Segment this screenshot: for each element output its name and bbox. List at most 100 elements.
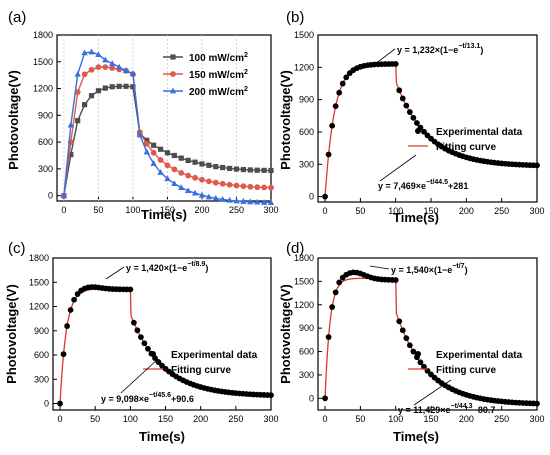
p1-y-axis-title: Photovoltage(V) <box>278 70 293 170</box>
p2-x-tick-label: 150 <box>158 414 173 424</box>
p0-series-0-point <box>130 84 136 90</box>
p3-y-tick-label: 1200 <box>294 300 314 310</box>
p3-y-axis-title: Photovoltage(V) <box>278 284 293 384</box>
p2-fitting-curve <box>59 288 272 404</box>
p0-series-1-point <box>205 178 212 185</box>
p1-data-point <box>339 80 346 87</box>
p0-series-0-point <box>102 85 108 91</box>
p0-series-2-point <box>191 189 199 196</box>
p3-data-point <box>325 334 332 340</box>
p3-data-point <box>399 327 406 334</box>
p1-y-tick-label: 300 <box>299 159 314 169</box>
p2-x-tick-label: 200 <box>193 414 208 424</box>
p2-x-tick-label: 50 <box>90 414 100 424</box>
p0-series-2-point <box>88 48 95 55</box>
p2-y-tick-label: 300 <box>34 374 49 384</box>
p1-y-tick-label: 1500 <box>294 30 314 40</box>
p0-series-0-point <box>171 152 177 159</box>
p3-data-point <box>392 277 399 283</box>
p3-data-point <box>332 289 339 296</box>
p1-data-point <box>336 89 343 96</box>
p1-data-point <box>396 87 403 94</box>
p0-legend-label-0: 100 mW/cm2 <box>189 52 248 64</box>
p1-y-tick-label: 600 <box>299 127 314 137</box>
p0-series-0-point <box>164 150 171 156</box>
p2-y-axis-title: Photovoltage(V) <box>4 284 19 384</box>
p3-data-point <box>534 400 540 407</box>
p2-data-point <box>57 400 63 407</box>
p1-data-point <box>410 114 417 121</box>
p2-data-point <box>71 296 77 303</box>
p3-legend-marker <box>415 351 421 357</box>
p0-series-0-point <box>199 161 205 167</box>
p3-y-tick-label: 300 <box>299 370 314 380</box>
p1-panel-label: (b) <box>286 9 304 26</box>
p0-x-tick-label: 0 <box>61 205 66 215</box>
p1-data-point <box>322 193 328 200</box>
p1-legend-marker <box>415 128 421 134</box>
p3-x-tick-label: 0 <box>323 414 328 424</box>
p1-x-tick-label: 250 <box>494 206 509 216</box>
p2-x-tick-label: 0 <box>58 414 63 424</box>
p0-y-tick-label: 300 <box>38 164 53 174</box>
p3-data-point <box>329 304 336 310</box>
p2-data-point <box>64 323 70 329</box>
p0-y-tick-label: 900 <box>38 110 53 120</box>
p2-data-point <box>268 392 274 399</box>
p2-y-tick-label: 0 <box>44 399 49 409</box>
p0-series-2-point <box>233 197 240 204</box>
p2-data-point <box>60 351 67 358</box>
p0-series-2-point <box>247 198 254 205</box>
p0-series-1-point <box>74 89 81 96</box>
p1-data-point <box>403 102 410 109</box>
p0-series-0-point <box>88 93 95 99</box>
p2-data-point <box>127 286 134 293</box>
p2-y-tick-label: 600 <box>34 350 49 360</box>
p0-series-0-point <box>226 165 233 172</box>
p0-series-1-point <box>261 184 267 191</box>
p1-y-tick-label: 1200 <box>294 62 314 72</box>
p0-legend-marker-1 <box>170 71 176 77</box>
p0-series-0-point <box>116 83 122 89</box>
p0-series-2-point <box>226 196 233 203</box>
p0-series-2-point <box>60 192 68 199</box>
p0-y-tick-label: 1200 <box>33 84 53 94</box>
p3-equation-decay-pointer <box>413 379 452 406</box>
p0-x-tick-label: 100 <box>125 205 140 215</box>
p0-series-1-point <box>178 169 185 176</box>
p0-series-2-point <box>102 56 109 63</box>
p0-series-1-point <box>268 184 274 191</box>
p1-x-tick-label: 200 <box>459 206 474 216</box>
p0-y-axis-title: Photovoltage(V) <box>6 70 21 170</box>
p0-y-tick-label: 600 <box>38 137 53 147</box>
p0-x-tick-label: 200 <box>194 205 209 215</box>
p0-series-0-point <box>254 167 260 173</box>
p2-legend-data-label: Experimental data <box>171 350 258 361</box>
p3-equation-rise-pointer <box>369 265 390 270</box>
p2-y-tick-label: 1200 <box>29 302 49 312</box>
p3-equation-decay: y = 11,429×e−t/44.3−80.7 <box>398 403 495 415</box>
p3-fitting-curve <box>324 277 538 405</box>
p0-series-0-point <box>247 167 253 173</box>
p3-data-point <box>403 335 410 342</box>
p0-series-0-point <box>268 167 274 174</box>
p0-series-2-point <box>95 51 102 58</box>
p3-x-tick-label: 50 <box>355 414 365 424</box>
p2-data-point <box>138 334 144 341</box>
p3-x-tick-label: 300 <box>529 414 544 424</box>
p0-series-1-point <box>164 162 171 169</box>
p0-x-tick-label: 150 <box>160 205 175 215</box>
p1-legend-fit-label: Fitting curve <box>436 142 496 153</box>
p0-plot-frame <box>56 34 272 202</box>
p1-x-tick-label: 50 <box>355 206 365 216</box>
p0-series-1-point <box>247 183 254 190</box>
p0-series-0-point <box>233 166 240 172</box>
p0-series-1-point <box>157 157 164 163</box>
p0-series-0-point <box>151 142 157 148</box>
p2-data-point <box>67 307 74 313</box>
p1-x-axis-title: Time(s) <box>393 210 439 225</box>
p1-data-point <box>406 109 413 115</box>
p0-series-2-point <box>205 193 213 200</box>
p0-series-1-point <box>212 179 219 186</box>
